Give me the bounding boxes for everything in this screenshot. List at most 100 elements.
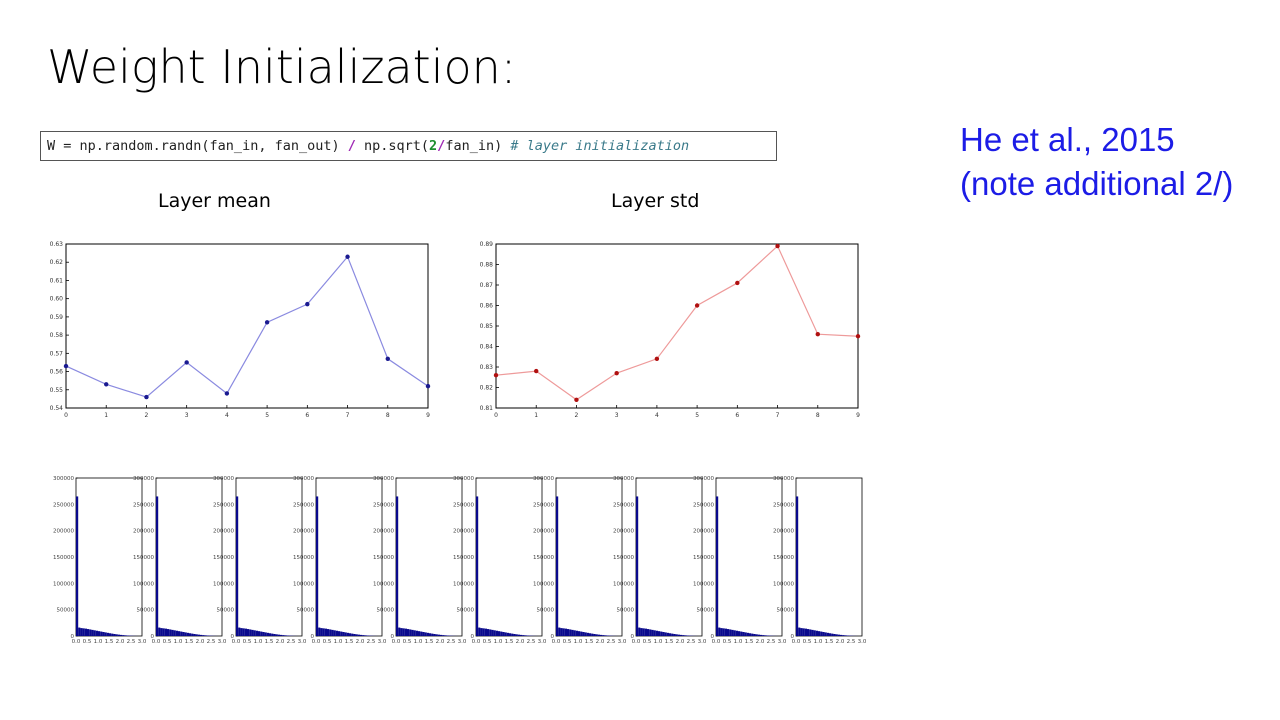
histogram-bar: [842, 635, 845, 636]
histogram-bar: [331, 629, 334, 636]
histogram-bar: [513, 633, 516, 636]
histogram-bar: [673, 633, 676, 636]
histogram-bar: [753, 633, 756, 636]
histogram-bar: [115, 634, 118, 636]
histogram-bar: [669, 633, 672, 636]
histogram-bar: [102, 631, 105, 636]
histogram-ytick-label: 0: [551, 634, 555, 640]
histogram-ytick-label: 200000: [133, 529, 154, 535]
histogram-bar: [280, 634, 283, 636]
histogram-xtick-label: 3.0: [298, 639, 307, 645]
histogram-ytick-label: 0: [231, 634, 235, 640]
histogram-bar: [735, 630, 738, 636]
histogram-bar: [818, 631, 821, 636]
histogram-bar: [353, 633, 356, 636]
histogram-ytick-label: 300000: [53, 476, 74, 482]
histogram-bar: [680, 634, 683, 636]
histogram-bar: [660, 631, 663, 636]
histogram-bar: [506, 632, 509, 636]
histogram-bar: [247, 629, 250, 636]
histogram-xtick-label: 2.0: [836, 639, 845, 645]
histogram-xtick-label: 2.5: [127, 639, 136, 645]
histogram-bar: [407, 629, 410, 636]
histogram-xtick-label: 0.0: [152, 639, 161, 645]
histogram-bar: [844, 635, 847, 636]
histogram-bar: [273, 633, 276, 636]
histogram-bar: [580, 631, 583, 636]
histogram-bar: [104, 632, 107, 636]
histogram-bar: [178, 631, 181, 636]
std-ytick-label: 0.87: [480, 282, 494, 289]
histogram-bar: [760, 634, 763, 636]
histogram-bar: [664, 632, 667, 636]
code-comment: # layer initialization: [510, 138, 690, 154]
histogram-bar: [433, 633, 436, 636]
histogram-bar: [764, 635, 767, 636]
std-axes-frame: [495, 243, 859, 409]
histogram-xtick-label: 1.5: [185, 639, 194, 645]
histogram-bar: [746, 632, 749, 636]
histogram-bar: [644, 628, 647, 636]
histogram-bar: [360, 634, 363, 636]
mean-ytick-label: 0.63: [50, 241, 64, 248]
mean-ytick-label: 0.56: [50, 369, 64, 376]
histogram-xtick-label: 2.0: [276, 639, 285, 645]
histogram-xtick-label: 1.0: [574, 639, 583, 645]
histogram-bar: [340, 631, 343, 636]
histogram-bar: [335, 630, 338, 636]
histogram-ytick-label: 200000: [453, 529, 474, 535]
std-ytick-label: 0.81: [480, 405, 494, 412]
histogram-bar: [240, 628, 243, 636]
std-point: [694, 303, 700, 308]
histogram-bar: [162, 628, 165, 636]
histogram-xtick-label: 0.5: [643, 639, 652, 645]
histogram-ytick-label: 50000: [697, 608, 715, 614]
histogram-bar: [649, 629, 652, 636]
histogram-bar: [357, 634, 360, 636]
histogram-xtick-label: 1.0: [494, 639, 503, 645]
histogram-bar: [333, 630, 336, 636]
histogram-bar: [822, 631, 825, 636]
histogram-bar: [266, 632, 269, 636]
histogram-xtick-label: 0.5: [323, 639, 332, 645]
histogram-xtick-label: 0.0: [712, 639, 721, 645]
histogram-bar: [762, 635, 765, 636]
histogram-bar: [826, 632, 829, 636]
histogram-bar: [175, 630, 178, 636]
histogram-ytick-label: 100000: [693, 581, 714, 587]
histogram-bar: [87, 629, 90, 636]
std-xtick-label: 5: [695, 412, 699, 419]
histogram-xtick-label: 2.0: [676, 639, 685, 645]
histogram-xtick-label: 2.0: [116, 639, 125, 645]
histogram-xtick-label: 0.5: [483, 639, 492, 645]
histogram-bar: [409, 629, 412, 636]
histogram-bar: [509, 633, 512, 636]
histogram-bar: [833, 633, 836, 636]
histogram-ytick-label: 0: [311, 634, 315, 640]
histogram-bar: [738, 631, 741, 636]
histogram-bar: [346, 632, 349, 636]
histogram-bar: [258, 631, 261, 636]
mean-axes-frame: [65, 243, 429, 409]
histogram-bar: [262, 631, 265, 636]
histogram-ytick-label: 100000: [453, 581, 474, 587]
mean-point: [305, 301, 310, 307]
histogram-ytick-label: 150000: [613, 555, 634, 561]
histogram-bar: [846, 635, 849, 636]
histogram-xtick-label: 2.5: [607, 639, 616, 645]
histogram-xtick-label: 2.0: [596, 639, 605, 645]
mean-point: [104, 382, 109, 387]
histogram-xtick-label: 1.5: [425, 639, 434, 645]
mean-point: [144, 394, 149, 400]
histogram-bar: [318, 627, 321, 636]
histogram-bar: [351, 633, 354, 636]
histogram-xtick-label: 2.0: [436, 639, 445, 645]
histogram-ytick-label: 0: [631, 634, 635, 640]
std-point: [855, 334, 861, 339]
std-ytick-label: 0.86: [480, 303, 494, 310]
histogram-xtick-label: 1.0: [254, 639, 263, 645]
histogram-bar: [831, 633, 834, 636]
histogram-ytick-label: 250000: [133, 502, 154, 508]
histogram-bar: [204, 635, 207, 636]
histogram-xtick-label: 3.0: [458, 639, 467, 645]
